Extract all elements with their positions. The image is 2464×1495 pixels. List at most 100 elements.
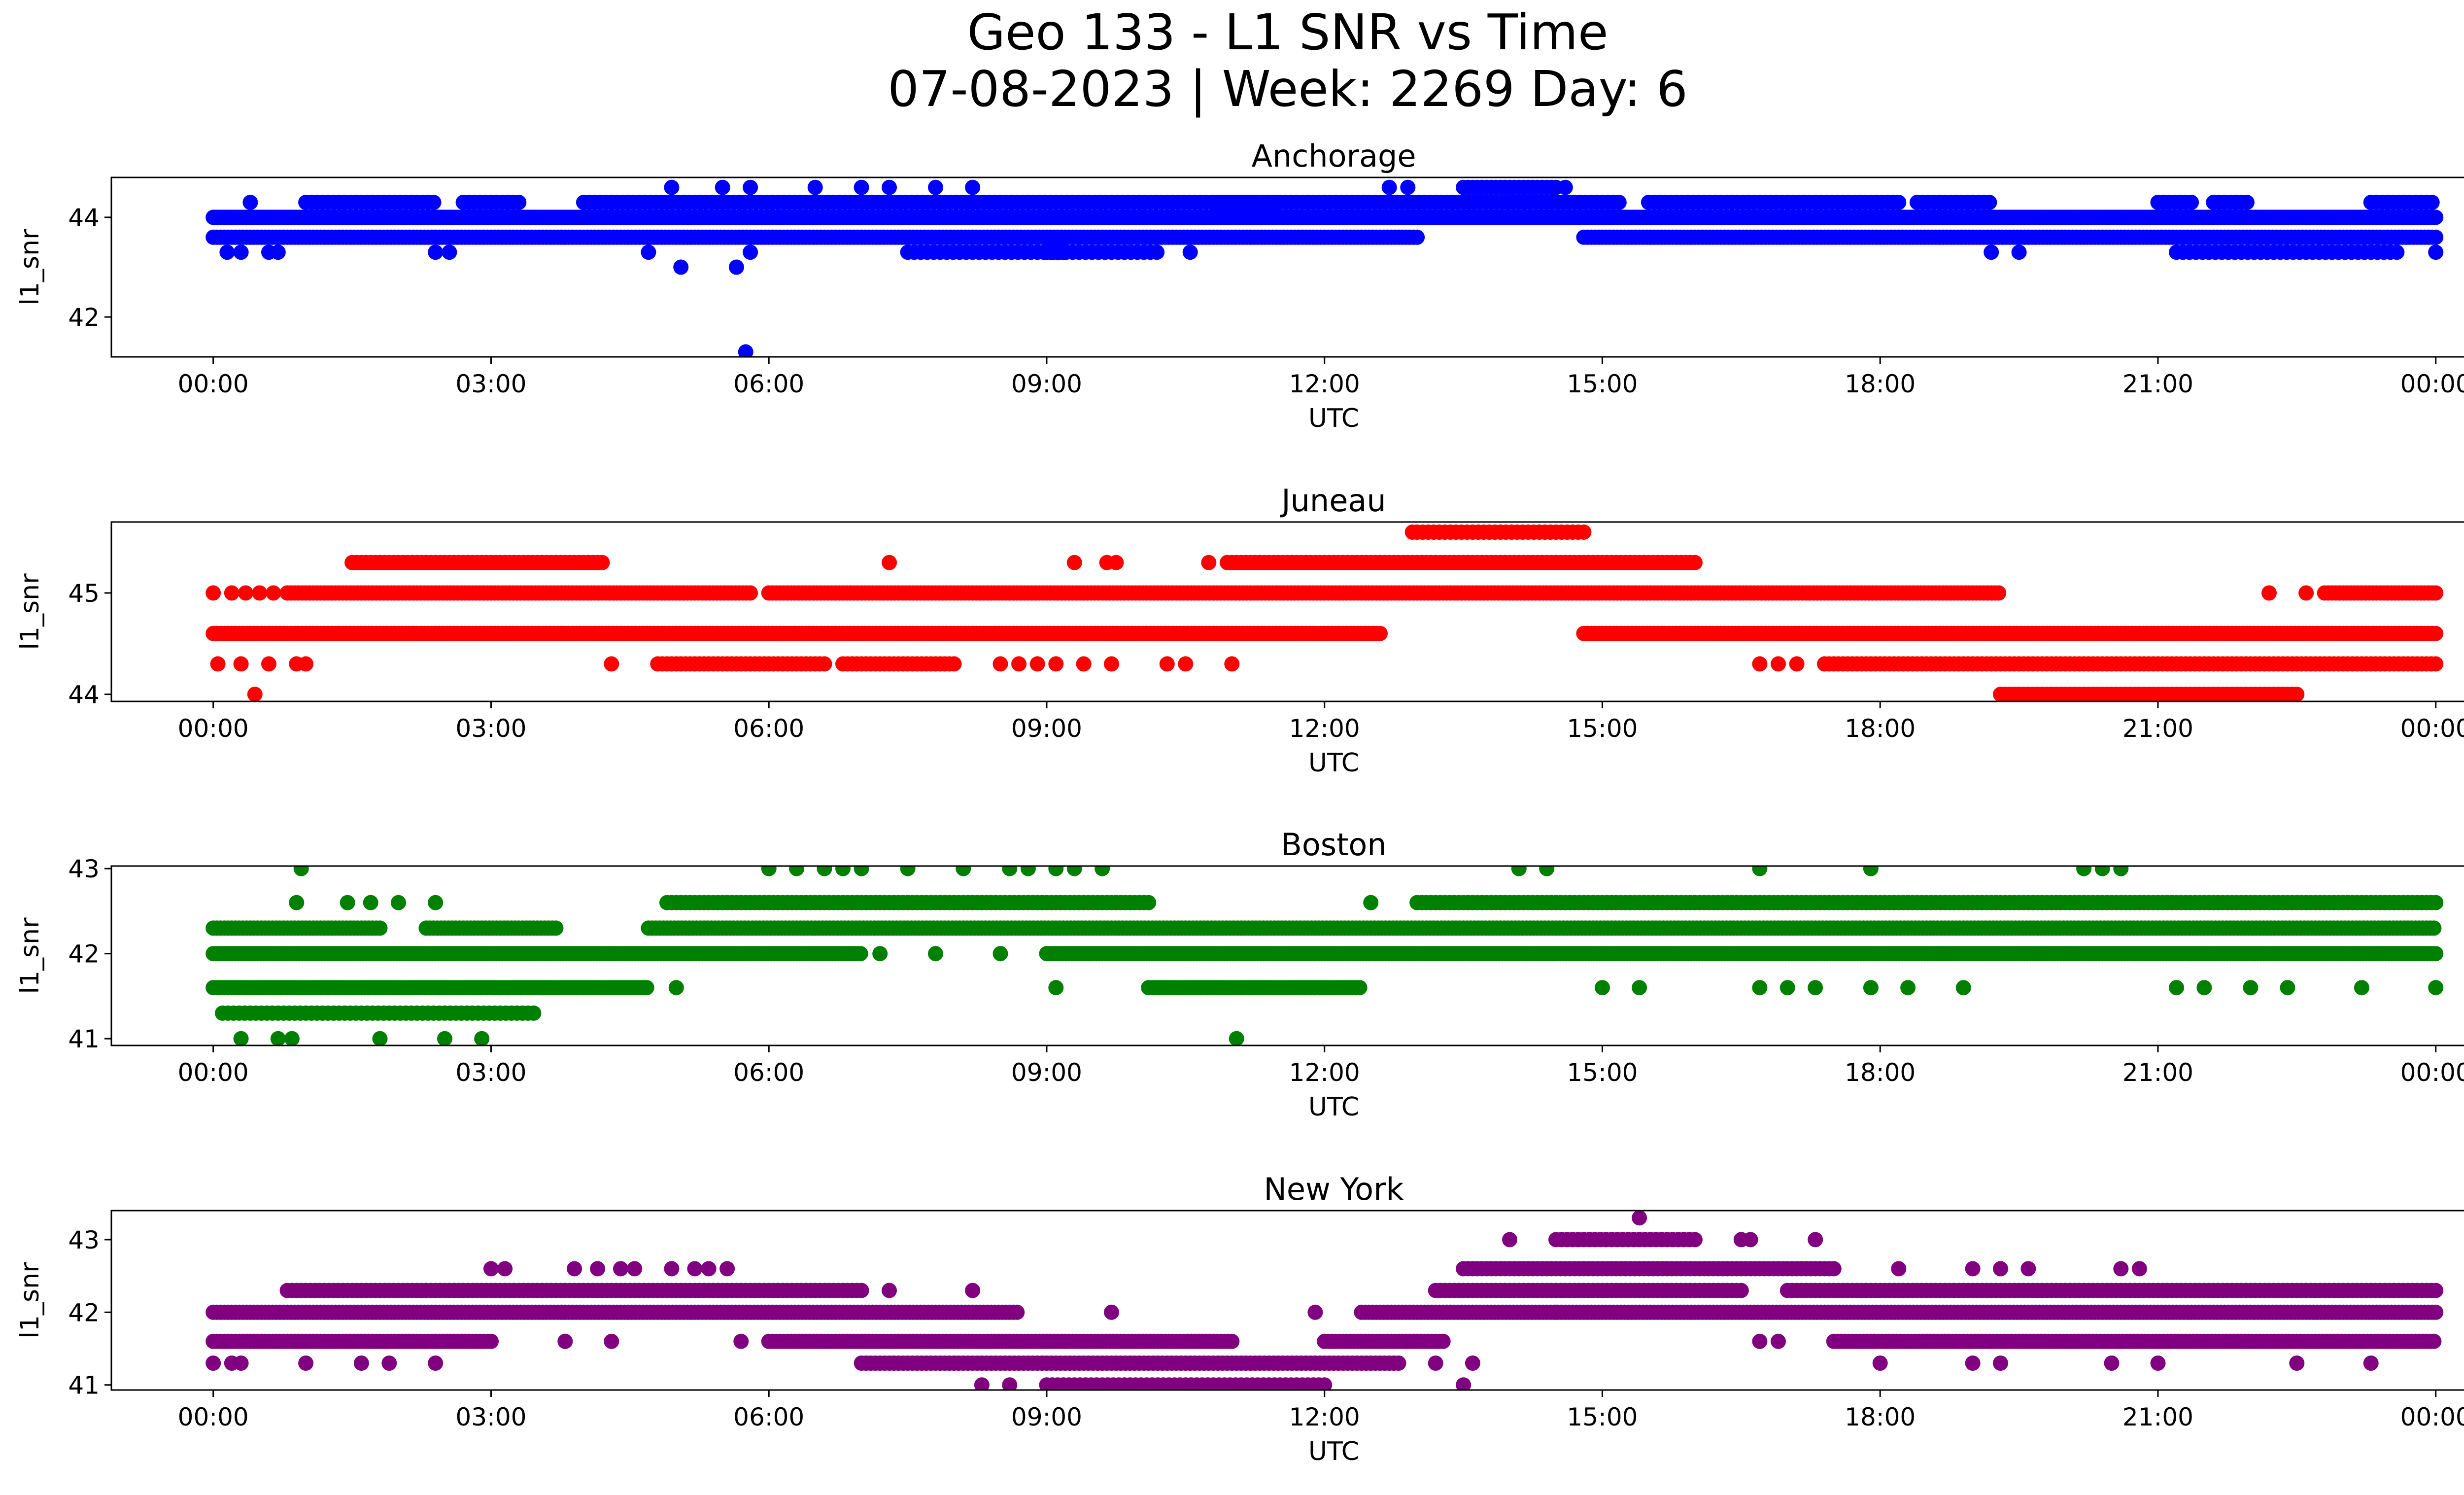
data-point: [641, 244, 656, 260]
data-point: [1048, 656, 1064, 672]
data-point: [1201, 555, 1217, 570]
data-point: [1474, 209, 1490, 225]
data-point: [224, 585, 240, 601]
data-point: [1149, 244, 1165, 260]
data-point: [233, 656, 249, 672]
subplot-2-x-axis-label: UTC: [1308, 748, 1359, 778]
data-point: [1381, 179, 1397, 195]
data-point: [1789, 656, 1805, 672]
x-tick-label: 03:00: [455, 370, 526, 398]
data-point: [1372, 626, 1388, 641]
data-point: [428, 244, 444, 260]
x-tick-label: 18:00: [1845, 714, 1916, 743]
data-point: [266, 585, 281, 601]
data-point: [1159, 656, 1175, 672]
data-point: [728, 259, 744, 275]
x-tick-label: 03:00: [455, 714, 526, 743]
data-point: [2428, 209, 2444, 225]
data-point: [673, 259, 689, 275]
data-point: [2424, 195, 2440, 210]
data-point: [594, 555, 610, 570]
data-point: [1891, 195, 1907, 210]
data-point: [426, 195, 442, 210]
data-point: [664, 179, 680, 195]
data-point: [2239, 195, 2255, 210]
figure-title-line1: Geo 133 - L1 SNR vs Time: [967, 3, 1608, 61]
data-point: [715, 179, 730, 195]
data-point: [1029, 656, 1045, 672]
data-point: [743, 179, 758, 195]
subplot-2-y-axis-label: l1_snr: [15, 573, 45, 650]
data-point: [882, 555, 897, 570]
data-point: [1141, 895, 1157, 910]
y-tick-label: 42: [68, 303, 100, 332]
data-point: [2428, 585, 2444, 601]
data-point: [1687, 555, 1703, 570]
data-point: [210, 656, 226, 672]
x-tick-label: 12:00: [1289, 370, 1360, 398]
data-point: [1984, 244, 1999, 260]
data-point: [372, 920, 388, 936]
data-point: [442, 244, 457, 260]
data-point: [1011, 656, 1027, 672]
data-point: [743, 585, 758, 601]
data-point: [1520, 209, 1536, 225]
data-point: [548, 920, 564, 936]
data-point: [1219, 555, 1235, 570]
data-point: [1400, 179, 1416, 195]
data-point: [242, 195, 258, 210]
data-point: [1752, 656, 1768, 672]
y-tick-label: 45: [68, 579, 100, 608]
x-tick-label: 18:00: [1845, 370, 1916, 398]
data-point: [817, 656, 832, 672]
x-tick-label: 15:00: [1567, 714, 1638, 743]
data-point: [946, 656, 962, 672]
data-point: [2011, 244, 2027, 260]
data-point: [247, 687, 263, 701]
data-point: [1982, 195, 1997, 210]
data-point: [1409, 229, 1425, 245]
data-point: [2389, 244, 2405, 260]
data-point: [2426, 920, 2442, 936]
data-point: [854, 179, 869, 195]
data-point: [853, 946, 868, 962]
data-point: [2289, 687, 2305, 701]
subplot-1-y-axis-label: l1_snr: [15, 229, 45, 306]
subplot-1-x-axis-label: UTC: [1308, 404, 1359, 433]
y-tick-label: 44: [68, 681, 100, 709]
x-tick-label: 12:00: [1289, 714, 1360, 743]
data-point: [604, 656, 619, 672]
data-point: [270, 244, 286, 260]
data-point: [743, 244, 758, 260]
data-point: [2428, 656, 2444, 672]
subplot-2-points: [205, 524, 2444, 701]
x-tick-label: 21:00: [2122, 370, 2193, 398]
data-point: [261, 656, 276, 672]
data-point: [233, 244, 249, 260]
x-tick-label: 06:00: [733, 370, 804, 398]
x-tick-label: 15:00: [1567, 370, 1638, 398]
x-tick-label: 00:00: [178, 370, 249, 398]
subplot-2-title: Juneau: [1279, 483, 1386, 519]
x-tick-label: 00:00: [2400, 370, 2464, 398]
subplot-1-title: Anchorage: [1251, 138, 1416, 174]
data-point: [1404, 524, 1420, 540]
data-point: [511, 195, 527, 210]
subplot-1-axes-frame: [110, 176, 2464, 358]
data-point: [1182, 244, 1198, 260]
subplot-3-title: Boston: [1281, 827, 1386, 863]
data-point: [1576, 524, 1592, 540]
x-tick-label: 00:00: [2400, 714, 2464, 743]
data-point: [2428, 244, 2444, 260]
data-point: [2428, 946, 2444, 962]
data-point: [1104, 656, 1119, 672]
data-point: [1771, 656, 1786, 672]
data-point: [205, 585, 221, 601]
data-point: [928, 179, 943, 195]
data-point: [639, 980, 654, 996]
data-point: [738, 344, 753, 357]
